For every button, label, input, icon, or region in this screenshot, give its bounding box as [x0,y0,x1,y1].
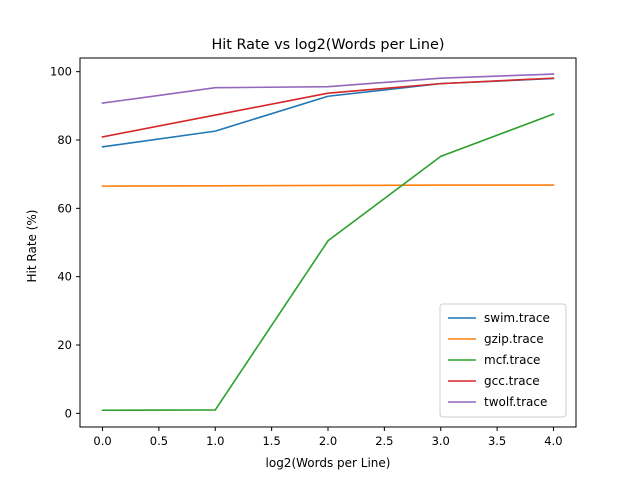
x-axis-ticks: 0.0 0.5 1.0 1.5 2.0 2.5 3.0 3.5 4.0 [93,427,563,448]
y-axis-ticks: 0 20 40 60 80 100 [50,65,80,420]
y-tick-label: 80 [57,133,72,147]
y-axis-label: Hit Rate (%) [25,210,39,283]
y-tick-label: 0 [65,406,72,420]
y-tick-label: 40 [57,270,72,284]
y-tick-label: 20 [57,338,72,352]
series-line-gzip-trace [101,184,555,187]
x-tick-label: 3.5 [488,434,506,448]
x-tick-label: 4.0 [544,434,562,448]
legend-box [439,303,567,418]
legend-entry-label: twolf.trace [484,395,547,409]
x-tick-label: 0.5 [150,434,168,448]
plot-lines [101,73,555,412]
series-line-swim-trace [101,77,555,148]
x-tick-label: 0.0 [93,434,111,448]
x-tick-label: 3.0 [432,434,450,448]
x-tick-label: 1.5 [262,434,280,448]
legend-entry-label: swim.trace [484,311,550,325]
series-line-twolf-trace [101,73,555,105]
plot-frame [79,57,577,428]
legend-entry-label: gcc.trace [484,374,540,388]
y-tick-label: 100 [50,65,72,79]
legend-entry-label: mcf.trace [484,353,540,367]
x-axis-label: log2(Words per Line) [266,456,391,470]
chart-title: Hit Rate vs log2(Words per Line) [211,37,444,53]
legend-entry-label: gzip.trace [484,332,544,346]
y-tick-label: 60 [57,201,72,215]
series-line-mcf-trace [101,113,555,412]
series-line-gcc-trace [101,77,555,138]
x-tick-label: 2.5 [375,434,393,448]
legend: swim.trace gzip.trace mcf.trace gcc.trace tw… [439,303,567,418]
x-tick-label: 1.0 [206,434,224,448]
x-tick-label: 2.0 [319,434,337,448]
